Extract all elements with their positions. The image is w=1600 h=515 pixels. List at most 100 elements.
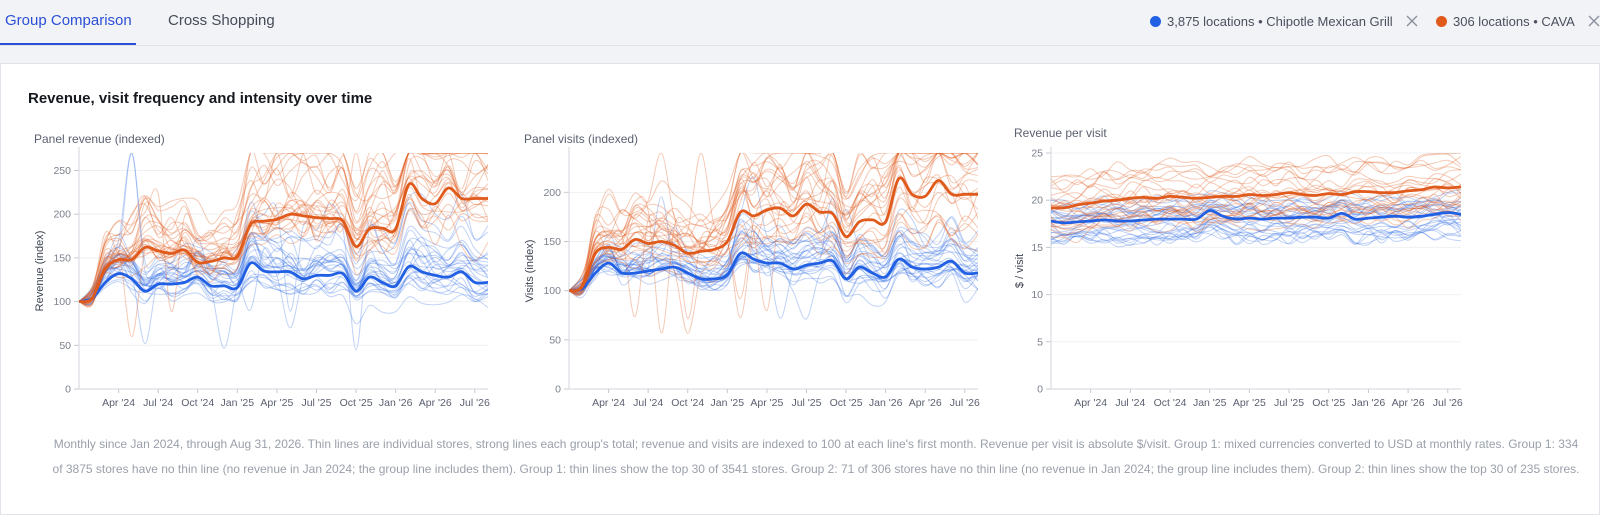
x-tick-label: Apr '26 <box>419 397 452 409</box>
store-line <box>569 153 978 292</box>
group-chip-label: 3,875 locations • Chipotle Mexican Grill <box>1167 13 1393 29</box>
store-line <box>79 240 488 303</box>
x-tick-label: Oct '24 <box>671 397 704 409</box>
y-tick-label: 150 <box>543 236 561 248</box>
store-line <box>569 253 978 320</box>
store-line <box>79 153 488 303</box>
store-line <box>1051 189 1461 210</box>
group-color-dot <box>1150 15 1161 27</box>
x-tick-label: Jul '26 <box>950 397 980 409</box>
x-tick-label: Jul '25 <box>1274 397 1304 409</box>
store-line <box>1051 153 1461 184</box>
store-line <box>1051 173 1461 206</box>
store-line <box>79 153 488 305</box>
store-line <box>569 228 978 296</box>
x-tick-label: Oct '25 <box>1312 397 1345 409</box>
close-icon[interactable] <box>1587 14 1600 28</box>
store-line <box>569 257 978 294</box>
store-line <box>1051 214 1461 236</box>
y-tick-label: 0 <box>1037 384 1043 396</box>
store-line <box>79 234 488 303</box>
y-tick-label: 15 <box>1031 242 1043 254</box>
store-line <box>1051 221 1461 245</box>
store-line <box>569 153 978 334</box>
store-line <box>79 253 488 345</box>
tab-cross-shopping[interactable]: Cross Shopping <box>168 12 275 29</box>
x-tick-label: Apr '25 <box>750 397 783 409</box>
store-line <box>569 153 978 292</box>
y-tick-label: 250 <box>53 165 71 177</box>
store-line <box>1051 156 1461 190</box>
store-line <box>1051 213 1461 236</box>
store-line <box>569 153 978 297</box>
store-line <box>79 153 488 303</box>
store-line <box>569 251 978 307</box>
group-series-line <box>1051 209 1461 225</box>
group-series-line <box>79 261 488 303</box>
store-line <box>79 186 488 303</box>
store-line <box>79 245 488 311</box>
store-line <box>569 196 978 292</box>
store-line <box>1051 204 1461 235</box>
panel-title: Revenue, visit frequency and intensity o… <box>28 90 373 107</box>
tab-group-comparison[interactable]: Group Comparison <box>0 12 136 45</box>
store-line <box>79 254 488 303</box>
store-line <box>569 259 978 299</box>
store-line <box>1051 171 1461 199</box>
y-tick-label: 0 <box>65 384 71 396</box>
store-line <box>79 153 488 303</box>
store-line <box>569 241 978 319</box>
y-axis-label: Visits (index) <box>524 240 536 303</box>
x-tick-label: Oct '25 <box>340 397 373 409</box>
group-color-dot <box>1436 15 1447 27</box>
store-line <box>79 153 488 308</box>
store-line <box>569 153 978 295</box>
store-line <box>79 249 488 329</box>
store-line <box>1051 178 1461 210</box>
store-line <box>1051 196 1461 217</box>
group-chip-cava: 306 locations • CAVA <box>1436 12 1600 30</box>
store-line <box>79 153 488 351</box>
store-line <box>1051 201 1461 228</box>
x-tick-label: Jul '25 <box>301 397 331 409</box>
store-line <box>79 229 488 303</box>
close-icon[interactable] <box>1405 14 1419 28</box>
store-line <box>569 237 978 292</box>
y-tick-label: 5 <box>1037 336 1043 348</box>
revenue-chart: Panel revenue (indexed) Revenue (index) 0 5… <box>34 132 490 409</box>
store-line <box>569 153 978 292</box>
store-line <box>79 232 488 304</box>
store-line <box>1051 200 1461 227</box>
store-line <box>569 244 978 292</box>
y-axis-label: $ / visit <box>1014 254 1026 288</box>
chart-title: Revenue per visit <box>1014 126 1107 140</box>
store-line <box>1051 228 1461 246</box>
store-line <box>1051 196 1461 226</box>
store-line <box>79 153 488 302</box>
store-line <box>79 153 488 308</box>
store-line <box>1051 219 1461 242</box>
store-line <box>1051 224 1461 246</box>
y-tick-label: 200 <box>543 187 561 199</box>
x-tick-label: Jan '25 <box>1193 397 1227 409</box>
store-line <box>569 153 978 294</box>
x-tick-label: Apr '25 <box>1233 397 1266 409</box>
y-tick-label: 0 <box>555 384 561 396</box>
comparison-panel: Revenue, visit frequency and intensity o… <box>0 63 1600 515</box>
x-tick-label: Jul '25 <box>791 397 821 409</box>
store-line <box>79 202 488 307</box>
y-tick-label: 10 <box>1031 289 1043 301</box>
y-tick-label: 20 <box>1031 195 1043 207</box>
store-line <box>1051 200 1461 218</box>
store-line <box>79 232 488 303</box>
y-axis-label: Revenue (index) <box>34 231 46 312</box>
store-line <box>79 267 488 303</box>
store-line <box>569 182 978 312</box>
store-line <box>569 153 978 296</box>
y-tick-label: 200 <box>53 209 71 221</box>
store-line <box>569 174 978 300</box>
store-line <box>569 176 978 295</box>
store-line <box>79 153 488 304</box>
store-line <box>1051 199 1461 220</box>
store-line <box>569 192 978 334</box>
